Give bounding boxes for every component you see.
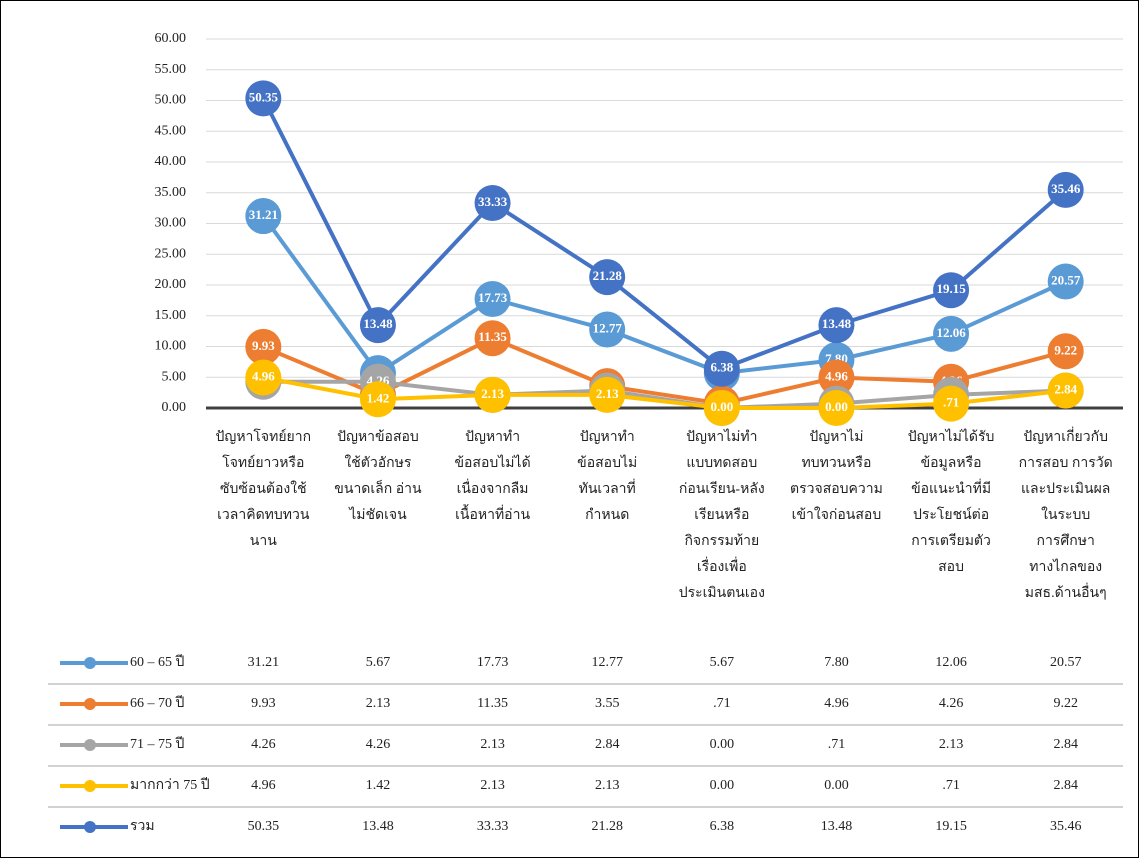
table-cell: 31.21	[248, 655, 280, 670]
table-cell: 2.84	[595, 737, 620, 752]
data-label: .71	[943, 395, 959, 410]
legend-label: มากกว่า 75 ปี	[130, 777, 210, 793]
data-label: 13.48	[822, 316, 852, 331]
legend-marker	[84, 739, 96, 751]
y-tick-label: 50.00	[155, 93, 187, 108]
data-label: 4.96	[825, 368, 848, 383]
table-cell: 9.22	[1053, 696, 1078, 711]
table-cell: 20.57	[1050, 655, 1082, 670]
data-label: 9.22	[1054, 342, 1077, 357]
table-cell: 6.38	[710, 819, 735, 834]
y-tick-label: 25.00	[155, 246, 187, 261]
table-cell: 1.42	[366, 778, 391, 793]
legend-label: 71 – 75 ปี	[130, 736, 185, 752]
table-cell: 4.96	[824, 696, 849, 711]
data-label: 35.46	[1051, 181, 1081, 196]
table-cell: 2.84	[1053, 737, 1078, 752]
data-label: 19.15	[936, 281, 966, 296]
data-label: 1.42	[367, 390, 390, 405]
table-cell: 0.00	[824, 778, 849, 793]
table-cell: 4.26	[939, 696, 964, 711]
table-cell: 21.28	[591, 819, 623, 834]
table-cell: 2.84	[1053, 778, 1078, 793]
table-cell: 13.48	[362, 819, 394, 834]
data-label: 33.33	[478, 194, 508, 209]
table-cell: 12.06	[935, 655, 967, 670]
table-cell: 13.48	[821, 819, 853, 834]
y-tick-label: 45.00	[155, 123, 187, 138]
data-label: 50.35	[249, 89, 279, 104]
data-label: 2.13	[596, 386, 619, 401]
data-label: 2.84	[1054, 382, 1077, 397]
legend-marker	[84, 780, 96, 792]
data-label: 20.57	[1051, 272, 1081, 287]
table-cell: 3.55	[595, 696, 620, 711]
table-cell: 12.77	[591, 655, 623, 670]
data-label: 6.38	[710, 360, 733, 375]
table-cell: .71	[828, 737, 846, 752]
y-tick-label: 20.00	[155, 277, 187, 292]
data-label: 0.00	[825, 399, 848, 414]
y-tick-label: 30.00	[155, 216, 187, 231]
chart: 0.00 5.00 10.00 15.00 20.00 25.00 30.00 35.00 40…	[0, 0, 1139, 858]
table-cell: 9.93	[251, 696, 276, 711]
table-cell: 2.13	[366, 696, 391, 711]
data-label: 2.13	[481, 386, 504, 401]
table-cell: 0.00	[710, 778, 735, 793]
data-label: 11.35	[478, 329, 507, 344]
y-tick-label: 60.00	[155, 31, 187, 46]
legend-marker	[84, 821, 96, 833]
y-tick-label: 0.00	[162, 400, 187, 415]
table-cell: 0.00	[710, 737, 735, 752]
data-label: 9.93	[252, 338, 275, 353]
table-cell: 2.13	[939, 737, 964, 752]
y-tick-label: 35.00	[155, 185, 187, 200]
data-label: 0.00	[710, 399, 733, 414]
legend-label: รวม	[130, 819, 155, 834]
data-label: 31.21	[249, 207, 278, 222]
table-cell: 17.73	[477, 655, 509, 670]
y-tick-label: 15.00	[155, 308, 187, 323]
table-cell: 35.46	[1050, 819, 1082, 834]
legend-label: 60 – 65 ปี	[130, 654, 185, 670]
table-cell: 2.13	[595, 778, 620, 793]
table-cell: 7.80	[824, 655, 849, 670]
table-cell: 4.96	[251, 778, 276, 793]
data-label: 4.96	[252, 368, 275, 383]
y-tick-label: 55.00	[155, 62, 187, 77]
y-tick-label: 5.00	[162, 369, 187, 384]
table-cell: 11.35	[477, 696, 508, 711]
data-label: 12.06	[936, 325, 966, 340]
legend-marker	[84, 657, 96, 669]
data-label: 17.73	[478, 290, 508, 305]
table-cell: .71	[713, 696, 731, 711]
table-cell: 33.33	[477, 819, 509, 834]
legend-marker	[84, 698, 96, 710]
data-label: 12.77	[593, 320, 623, 335]
y-tick-label: 40.00	[155, 154, 187, 169]
table-cell: 5.67	[366, 655, 391, 670]
table-cell: 19.15	[935, 819, 967, 834]
table-cell: 4.26	[366, 737, 391, 752]
table-cell: 2.13	[480, 778, 505, 793]
y-tick-label: 10.00	[155, 339, 187, 354]
legend-label: 66 – 70 ปี	[130, 695, 185, 711]
table-cell: 5.67	[710, 655, 735, 670]
data-label: 13.48	[363, 316, 393, 331]
table-cell: 2.13	[480, 737, 505, 752]
data-label: 21.28	[593, 268, 623, 283]
table-cell: 4.26	[251, 737, 276, 752]
table-cell: 50.35	[248, 819, 280, 834]
table-cell: .71	[942, 778, 960, 793]
